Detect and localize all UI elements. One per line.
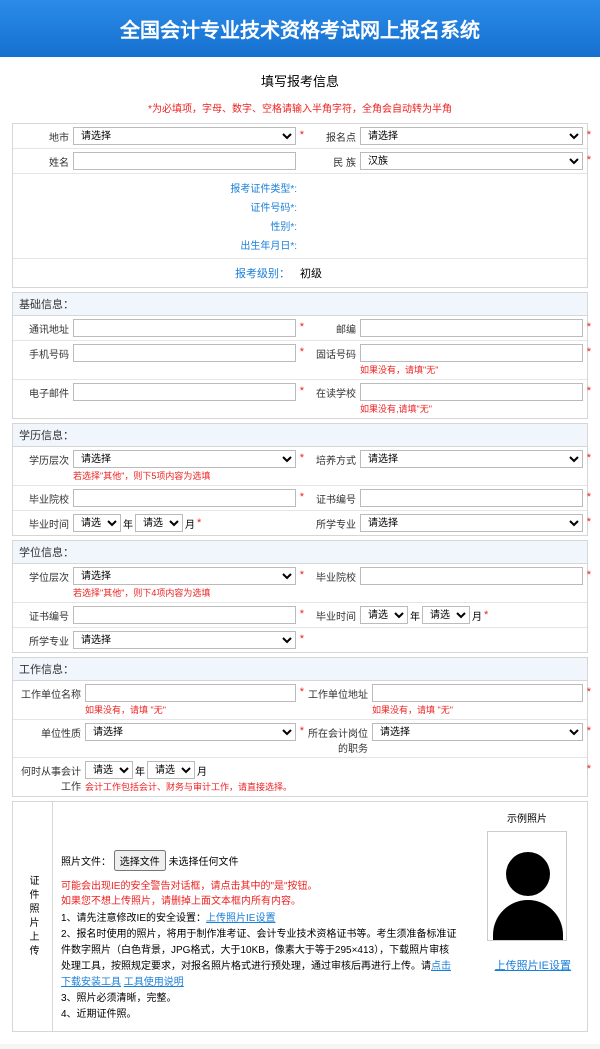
deg-time-label: 毕业时间 bbox=[300, 605, 360, 623]
location-section: 地市 请选择* 报名点 请选择* 姓名 民 族 汉族* 报考证件类型*: 证件号… bbox=[12, 123, 588, 288]
edu-level-select[interactable]: 请选择 bbox=[73, 450, 296, 468]
post-input[interactable] bbox=[360, 319, 583, 337]
school-input[interactable] bbox=[360, 383, 583, 401]
mobile-label: 手机号码 bbox=[13, 343, 73, 361]
sample-photo bbox=[487, 831, 567, 941]
degree-section-title: 学位信息： bbox=[13, 541, 587, 564]
work-post-select[interactable]: 请选择 bbox=[372, 723, 583, 741]
school-label: 在读学校 bbox=[300, 382, 360, 400]
deg-cert-label: 证书编号 bbox=[13, 605, 73, 623]
photo-li2: 2、报名时使用的照片，将用于制作准考证、会计专业技术资格证书等。考生须准备标准证… bbox=[61, 929, 457, 972]
deg-school-input[interactable] bbox=[360, 567, 583, 585]
basic-section-title: 基础信息： bbox=[13, 293, 587, 316]
train-label: 培养方式 bbox=[300, 449, 360, 467]
name-label: 姓名 bbox=[13, 151, 73, 169]
edu-level-label: 学历层次 bbox=[13, 449, 73, 467]
mobile-input[interactable] bbox=[73, 344, 296, 362]
cert-no-input[interactable] bbox=[360, 489, 583, 507]
photo-col-label: 证件照片上传 bbox=[13, 802, 53, 1031]
id-type-label: 报考证件类型*: bbox=[157, 180, 297, 195]
since-hint: 会计工作包括会计、财务与审计工作，请直接选择。 bbox=[85, 780, 583, 793]
ie-settings-link-bottom[interactable]: 上传照片IE设置 bbox=[495, 960, 571, 972]
city-label: 地市 bbox=[13, 126, 73, 144]
since-year-select[interactable]: 请选择 bbox=[85, 761, 133, 779]
unit-name-label: 工作单位名称 bbox=[13, 683, 85, 701]
work-section: 工作信息： 工作单位名称 *如果没有，请填 "无" 工作单位地址 *如果没有，请… bbox=[12, 657, 588, 797]
file-status: 未选择任何文件 bbox=[169, 857, 239, 868]
page-title: 填写报考信息 bbox=[12, 57, 588, 100]
deg-level-label: 学位层次 bbox=[13, 566, 73, 584]
tel-label: 固话号码 bbox=[300, 343, 360, 361]
edu-section-title: 学历信息： bbox=[13, 424, 587, 447]
grad-month-select[interactable]: 请选择 bbox=[135, 514, 183, 532]
unit-addr-hint: 如果没有，请填 "无" bbox=[372, 703, 583, 716]
since-label: 何时从事会计工作 bbox=[13, 760, 85, 793]
top-hint: *为必填项，字母、数字、空格请输入半角字符，全角会自动转为半角 bbox=[12, 100, 588, 115]
email-label: 电子邮件 bbox=[13, 382, 73, 400]
grad-time-label: 毕业时间 bbox=[13, 513, 73, 531]
photo-li1: 1、请先注意修改IE的安全设置： bbox=[61, 913, 206, 924]
gender-label: 性别*: bbox=[157, 218, 297, 233]
cert-no-label: 证书编号 bbox=[300, 488, 360, 506]
unit-type-select[interactable]: 请选择 bbox=[85, 723, 296, 741]
unit-addr-input[interactable] bbox=[372, 684, 583, 702]
deg-level-select[interactable]: 请选择 bbox=[73, 567, 296, 585]
choose-file-button[interactable]: 选择文件 bbox=[114, 850, 166, 871]
photo-li4: 4、近期证件照。 bbox=[61, 1007, 459, 1023]
deg-level-hint: 若选择"其他"，则下4项内容为选填 bbox=[73, 586, 296, 599]
degree-section: 学位信息： 学位层次 请选择*若选择"其他"，则下4项内容为选填 毕业院校 * … bbox=[12, 540, 588, 653]
file-label: 照片文件： bbox=[61, 857, 111, 868]
train-select[interactable]: 请选择 bbox=[360, 450, 583, 468]
photo-warn1: 可能会出现IE的安全警告对话框，请点击其中的"是"按钮。 bbox=[61, 877, 459, 892]
deg-month-select[interactable]: 请选择 bbox=[422, 606, 470, 624]
readonly-info: 报考证件类型*: 证件号码*: 性别*: 出生年月日*: bbox=[13, 174, 587, 258]
site-select[interactable]: 请选择 bbox=[360, 127, 583, 145]
work-section-title: 工作信息： bbox=[13, 658, 587, 681]
id-no-label: 证件号码*: bbox=[157, 199, 297, 214]
city-select[interactable]: 请选择 bbox=[73, 127, 296, 145]
form-container: 填写报考信息 *为必填项，字母、数字、空格请输入半角字符，全角会自动转为半角 地… bbox=[0, 57, 600, 1044]
edu-major-label: 所学专业 bbox=[300, 513, 360, 531]
post-label: 邮编 bbox=[300, 318, 360, 336]
site-label: 报名点 bbox=[300, 126, 360, 144]
unit-addr-label: 工作单位地址 bbox=[300, 683, 372, 701]
basic-section: 基础信息： 通讯地址 * 邮编 * 手机号码 * 固话号码 *如果没有，请填"无… bbox=[12, 292, 588, 419]
edu-level-hint: 若选择"其他"，则下5项内容为选填 bbox=[73, 469, 296, 482]
deg-major-select[interactable]: 请选择 bbox=[73, 631, 296, 649]
unit-type-label: 单位性质 bbox=[13, 722, 85, 740]
edu-major-select[interactable]: 请选择 bbox=[360, 514, 583, 532]
addr-label: 通讯地址 bbox=[13, 318, 73, 336]
unit-name-input[interactable] bbox=[85, 684, 296, 702]
deg-year-select[interactable]: 请选择 bbox=[360, 606, 408, 624]
exam-level-value: 初级 bbox=[300, 265, 587, 281]
school-hint: 如果没有,请填"无" bbox=[360, 402, 583, 415]
deg-school-label: 毕业院校 bbox=[300, 566, 360, 584]
name-input[interactable] bbox=[73, 152, 296, 170]
nation-select[interactable]: 汉族 bbox=[360, 152, 583, 170]
tool-guide-link[interactable]: 工具使用说明 bbox=[124, 977, 184, 988]
exam-level-label: 报考级别： bbox=[13, 265, 300, 281]
tel-input[interactable] bbox=[360, 344, 583, 362]
grad-year-select[interactable]: 请选择 bbox=[73, 514, 121, 532]
addr-input[interactable] bbox=[73, 319, 296, 337]
unit-name-hint: 如果没有，请填 "无" bbox=[85, 703, 296, 716]
nation-label: 民 族 bbox=[300, 151, 360, 169]
grad-school-input[interactable] bbox=[73, 489, 296, 507]
work-post-label: 所在会计岗位的职务 bbox=[300, 722, 372, 755]
photo-li3: 3、照片必须清晰，完整。 bbox=[61, 991, 459, 1007]
grad-school-label: 毕业院校 bbox=[13, 488, 73, 506]
photo-warn2: 如果您不想上传照片，请删掉上面文本框内所有内容。 bbox=[61, 892, 459, 907]
email-input[interactable] bbox=[73, 383, 296, 401]
tel-hint: 如果没有，请填"无" bbox=[360, 363, 583, 376]
since-month-select[interactable]: 请选择 bbox=[147, 761, 195, 779]
edu-section: 学历信息： 学历层次 请选择*若选择"其他"，则下5项内容为选填 培养方式 请选… bbox=[12, 423, 588, 536]
dob-label: 出生年月日*: bbox=[157, 237, 297, 252]
ie-settings-link[interactable]: 上传照片IE设置 bbox=[206, 913, 275, 924]
photo-section: 证件照片上传 照片文件： 选择文件 未选择任何文件 可能会出现IE的安全警告对话… bbox=[12, 801, 588, 1032]
sample-photo-title: 示例照片 bbox=[475, 810, 579, 825]
deg-cert-input[interactable] bbox=[73, 606, 296, 624]
page-header: 全国会计专业技术资格考试网上报名系统 bbox=[0, 0, 600, 57]
deg-major-label: 所学专业 bbox=[13, 630, 73, 648]
